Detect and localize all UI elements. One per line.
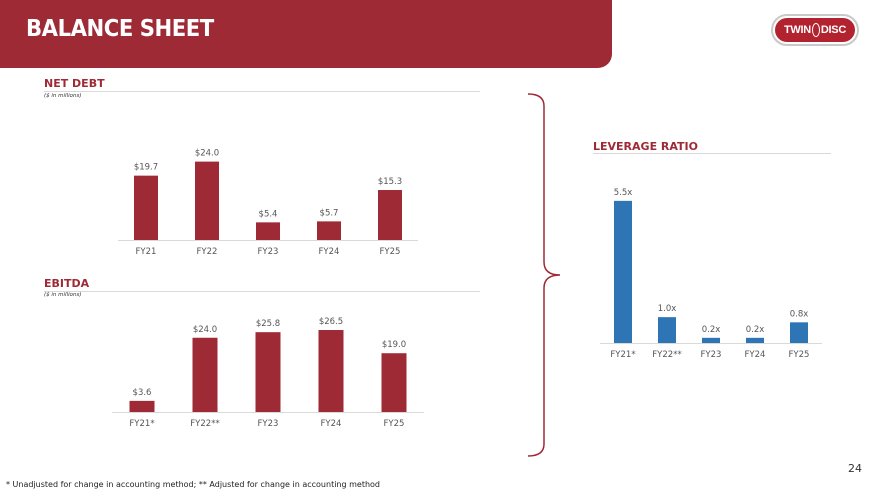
ebitda-bar-1 [192, 337, 218, 412]
leverage-bar-3 [746, 337, 764, 343]
leverage-category-label-1: FY22** [652, 350, 681, 360]
net_debt-data-label-2: $5.4 [259, 209, 278, 219]
ebitda-data-label-1: $24.0 [193, 325, 217, 335]
net_debt-bar-2 [256, 222, 280, 240]
net_debt-category-label-1: FY22 [197, 247, 218, 257]
net_debt-category-label-4: FY25 [380, 247, 401, 257]
ebitda-bar-0 [129, 400, 155, 412]
logo-text-left: TWIN [784, 24, 811, 36]
footnote: * Unadjusted for change in accounting me… [6, 480, 381, 489]
leverage-data-label-1: 1.0x [658, 304, 677, 314]
net_debt-bar-0 [134, 175, 158, 240]
net_debt-data-label-1: $24.0 [195, 149, 219, 159]
net_debt-bar-4 [378, 190, 402, 240]
leverage-bar-4 [790, 322, 808, 343]
ebitda-chart: $3.6 FY21* $24.0 FY22** $25.8 FY23 $26.5 FY24 $1… [112, 317, 424, 429]
ebitda-data-label-2: $25.8 [256, 319, 280, 329]
brace-path [527, 93, 561, 457]
leverage-data-label-0: 5.5x [614, 188, 633, 198]
ebitda-data-label-3: $26.5 [319, 317, 343, 327]
ebitda-subtitle: ($ in millions) [44, 292, 82, 298]
ebitda-category-label-2: FY23 [258, 419, 279, 429]
leverage-category-label-0: FY21* [610, 350, 635, 360]
logo-disc-icon [811, 23, 820, 37]
leverage-category-label-3: FY24 [745, 350, 766, 360]
leverage-data-label-2: 0.2x [702, 325, 721, 335]
ebitda-bar-4 [381, 353, 407, 412]
leverage-bar-1 [658, 317, 676, 343]
ebitda-bar-2 [255, 332, 281, 412]
ebitda-data-label-4: $19.0 [382, 340, 406, 350]
ebitda-rule [44, 291, 480, 292]
net-debt-subtitle: ($ in millions) [44, 93, 82, 99]
leverage-data-label-4: 0.8x [790, 309, 809, 319]
net-debt-rule [44, 91, 480, 92]
page-title: BALANCE SHEET [26, 16, 214, 42]
net-debt-chart: $19.7 FY21 $24.0 FY22 $5.4 FY23 $5.7 FY24 $15.3 F… [118, 149, 418, 257]
logo-text-right: DISC [820, 24, 846, 36]
logo-mark: TWIN DISC [775, 18, 855, 42]
leverage-chart: 5.5x FY21* 1.0x FY22** 0.2x FY23 0.2x FY24 0.8x F… [600, 188, 822, 360]
net_debt-data-label-3: $5.7 [320, 208, 339, 218]
leverage-category-label-4: FY25 [789, 350, 810, 360]
ebitda-category-label-1: FY22** [190, 419, 219, 429]
leverage-rule [593, 153, 831, 154]
net_debt-category-label-0: FY21 [136, 247, 157, 257]
ebitda-category-label-3: FY24 [321, 419, 342, 429]
net_debt-bar-3 [317, 221, 341, 240]
net_debt-data-label-0: $19.7 [134, 163, 158, 173]
header-band: BALANCE SHEET [0, 0, 612, 68]
leverage-data-label-3: 0.2x [746, 325, 765, 335]
leverage-bar-0 [614, 200, 632, 343]
ebitda-title: EBITDA [44, 277, 90, 290]
leverage-bar-2 [702, 337, 720, 343]
ebitda-category-label-4: FY25 [384, 419, 405, 429]
twin-disc-logo: TWIN DISC [771, 14, 859, 46]
ebitda-category-label-0: FY21* [129, 419, 154, 429]
leverage-title: LEVERAGE RATIO [593, 140, 698, 153]
net_debt-category-label-2: FY23 [258, 247, 279, 257]
page-number: 24 [848, 462, 862, 475]
net-debt-title: NET DEBT [44, 77, 105, 90]
net_debt-data-label-4: $15.3 [378, 177, 402, 187]
net_debt-category-label-3: FY24 [319, 247, 340, 257]
grouping-brace [527, 93, 561, 457]
leverage-category-label-2: FY23 [701, 350, 722, 360]
net_debt-bar-1 [195, 161, 219, 240]
ebitda-data-label-0: $3.6 [133, 388, 152, 398]
ebitda-bar-3 [318, 330, 344, 412]
